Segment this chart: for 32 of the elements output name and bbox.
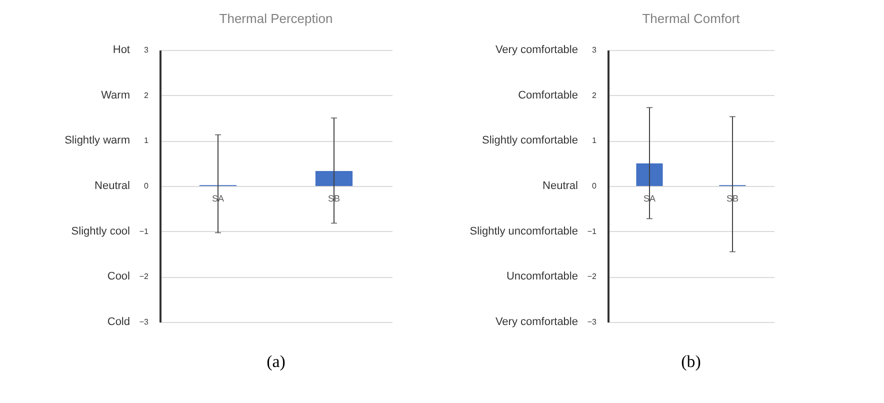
text: Slightly warm — [64, 134, 130, 147]
y-tick-label: 1 — [592, 136, 598, 146]
text: Cool — [107, 270, 130, 283]
text: Neutral — [94, 180, 130, 192]
text: (a) — [266, 352, 286, 371]
text: Slightly uncomfortable — [470, 225, 578, 238]
text: Very comfortable — [495, 44, 578, 56]
text: Slightly cool — [71, 225, 130, 238]
y-tick-label: −1 — [139, 226, 150, 236]
text: Very comfortable — [495, 316, 578, 328]
text: Neutral — [542, 180, 578, 192]
text: (b) — [681, 352, 701, 371]
chart-title: Thermal Comfort — [642, 11, 740, 26]
y-tick-label: 0 — [144, 182, 150, 190]
y-tick-label: 2 — [144, 90, 150, 100]
text: Warm — [101, 89, 130, 102]
text: Uncomfortable — [506, 270, 578, 283]
y-tick-label: −3 — [587, 318, 598, 326]
y-tick-label: 1 — [144, 136, 150, 146]
y-tick-label: 0 — [592, 182, 598, 190]
y-tick-label: −2 — [587, 272, 598, 282]
text: Hot — [112, 44, 130, 56]
y-tick-label: 2 — [592, 90, 598, 100]
y-tick-label: −3 — [139, 318, 150, 326]
text: Slightly comfortable — [482, 134, 578, 147]
y-tick-label: −1 — [587, 226, 598, 236]
chart-title: Thermal Perception — [219, 11, 333, 26]
y-tick-label: 3 — [144, 46, 150, 54]
text: Cold — [107, 316, 130, 328]
y-tick-label: −2 — [139, 272, 150, 282]
y-tick-label: 3 — [592, 46, 598, 54]
text: Comfortable — [518, 89, 578, 102]
